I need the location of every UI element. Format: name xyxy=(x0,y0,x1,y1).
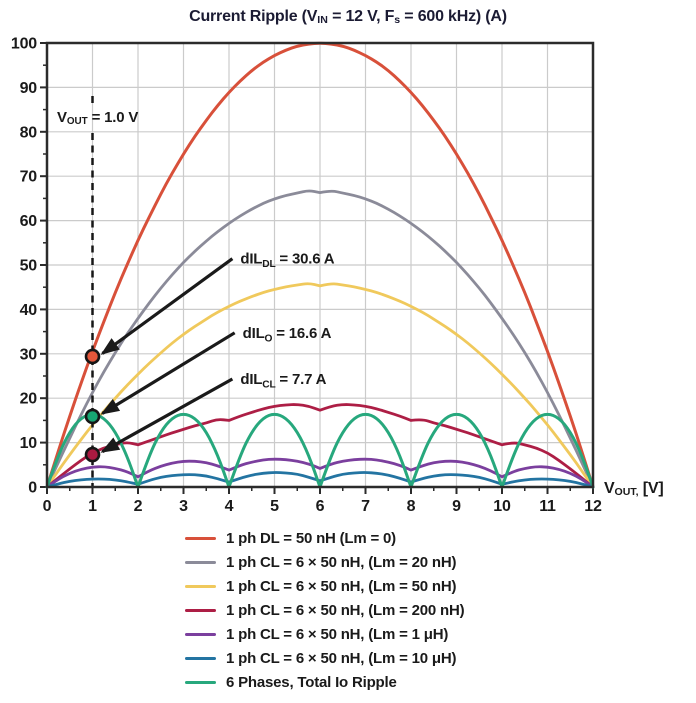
legend-label: 6 Phases, Total Io Ripple xyxy=(226,673,397,691)
ripple-chart: dILDL = 30.6 A dILO = 16.6 A dILCL = 7.7 A… xyxy=(11,36,602,516)
annotation-label-1: dILO = 16.6 A xyxy=(243,325,332,345)
y-tick-label: 100 xyxy=(11,36,37,53)
y-tick-label: 80 xyxy=(20,124,38,141)
legend-swatch xyxy=(185,680,216,684)
legend-item-0: 1 ph DL = 50 nH (Lm = 0) xyxy=(185,526,464,550)
legend-label: 1 ph CL = 6 × 50 nH, (Lm = 10 μH) xyxy=(226,649,457,667)
legend-swatch xyxy=(185,656,216,660)
marker-dot-0 xyxy=(84,348,101,365)
y-tick-label: 70 xyxy=(20,169,38,186)
x-tick-label: 6 xyxy=(316,498,325,515)
annotation-arrow-0 xyxy=(100,257,234,355)
annotation-arrow-1 xyxy=(100,331,236,415)
x-tick-label: 0 xyxy=(43,498,52,515)
annotation-arrow-2 xyxy=(100,377,234,453)
legend-label: 1 ph CL = 6 × 50 nH, (Lm = 200 nH) xyxy=(226,601,465,619)
legend-swatch xyxy=(185,632,216,636)
x-tick-label: 2 xyxy=(134,498,143,515)
x-tick-label: 4 xyxy=(225,498,234,515)
legend-item-5: 1 ph CL = 6 × 50 nH, (Lm = 10 μH) xyxy=(185,646,464,670)
y-tick-label: 0 xyxy=(28,480,37,497)
x-tick-label: 3 xyxy=(179,498,188,515)
y-tick-label: 10 xyxy=(20,435,38,452)
series-curve-5 xyxy=(45,471,595,489)
x-axis-label: VOUT, [V] xyxy=(604,480,664,499)
vout-vline-label: VOUT = 1.0 V xyxy=(57,109,139,127)
legend-label: 1 ph CL = 6 × 50 nH, (Lm = 50 nH) xyxy=(226,577,457,595)
legend-item-3: 1 ph CL = 6 × 50 nH, (Lm = 200 nH) xyxy=(185,598,465,622)
legend-item-4: 1 ph CL = 6 × 50 nH, (Lm = 1 μH) xyxy=(185,622,464,646)
legend-swatch xyxy=(185,608,216,612)
chart-legend: 1 ph DL = 50 nH (Lm = 0) 1 ph CL = 6 × 50… xyxy=(185,526,465,694)
x-tick-label: 7 xyxy=(361,498,370,515)
legend-label: 1 ph CL = 6 × 50 nH, (Lm = 1 μH) xyxy=(226,625,449,643)
y-tick-label: 90 xyxy=(20,80,38,97)
legend-item-6: 6 Phases, Total Io Ripple xyxy=(185,670,464,694)
marker-dot-2 xyxy=(84,446,101,463)
legend-swatch xyxy=(185,536,216,540)
chart-title: Current Ripple (VIN = 12 V, Fs = 600 kHz… xyxy=(189,8,507,27)
annotation-label-2: dILCL = 7.7 A xyxy=(240,371,326,391)
legend-item-2: 1 ph CL = 6 × 50 nH, (Lm = 50 nH) xyxy=(185,574,464,598)
legend-swatch xyxy=(185,560,216,564)
y-tick-label: 40 xyxy=(20,302,38,319)
y-tick-label: 60 xyxy=(20,213,38,230)
x-tick-label: 12 xyxy=(584,498,602,515)
y-tick-label: 20 xyxy=(20,391,38,408)
legend-label: 1 ph CL = 6 × 50 nH, (Lm = 20 nH) xyxy=(226,553,457,571)
x-tick-label: 11 xyxy=(539,498,556,515)
series-curve-1 xyxy=(45,189,595,489)
x-tick-label: 8 xyxy=(407,498,416,515)
y-tick-label: 30 xyxy=(20,346,38,363)
y-tick-label: 50 xyxy=(20,258,38,275)
x-tick-label: 1 xyxy=(88,498,97,515)
marker-dot-1 xyxy=(84,408,101,425)
legend-swatch xyxy=(185,584,216,588)
x-tick-label: 9 xyxy=(452,498,461,515)
legend-item-1: 1 ph CL = 6 × 50 nH, (Lm = 20 nH) xyxy=(185,550,464,574)
series-curve-4 xyxy=(45,457,595,489)
annotation-label-0: dILDL = 30.6 A xyxy=(240,251,334,271)
x-tick-label: 10 xyxy=(493,498,511,515)
legend-label: 1 ph DL = 50 nH (Lm = 0) xyxy=(226,529,396,547)
plot-border xyxy=(45,41,595,489)
x-tick-label: 5 xyxy=(270,498,279,515)
